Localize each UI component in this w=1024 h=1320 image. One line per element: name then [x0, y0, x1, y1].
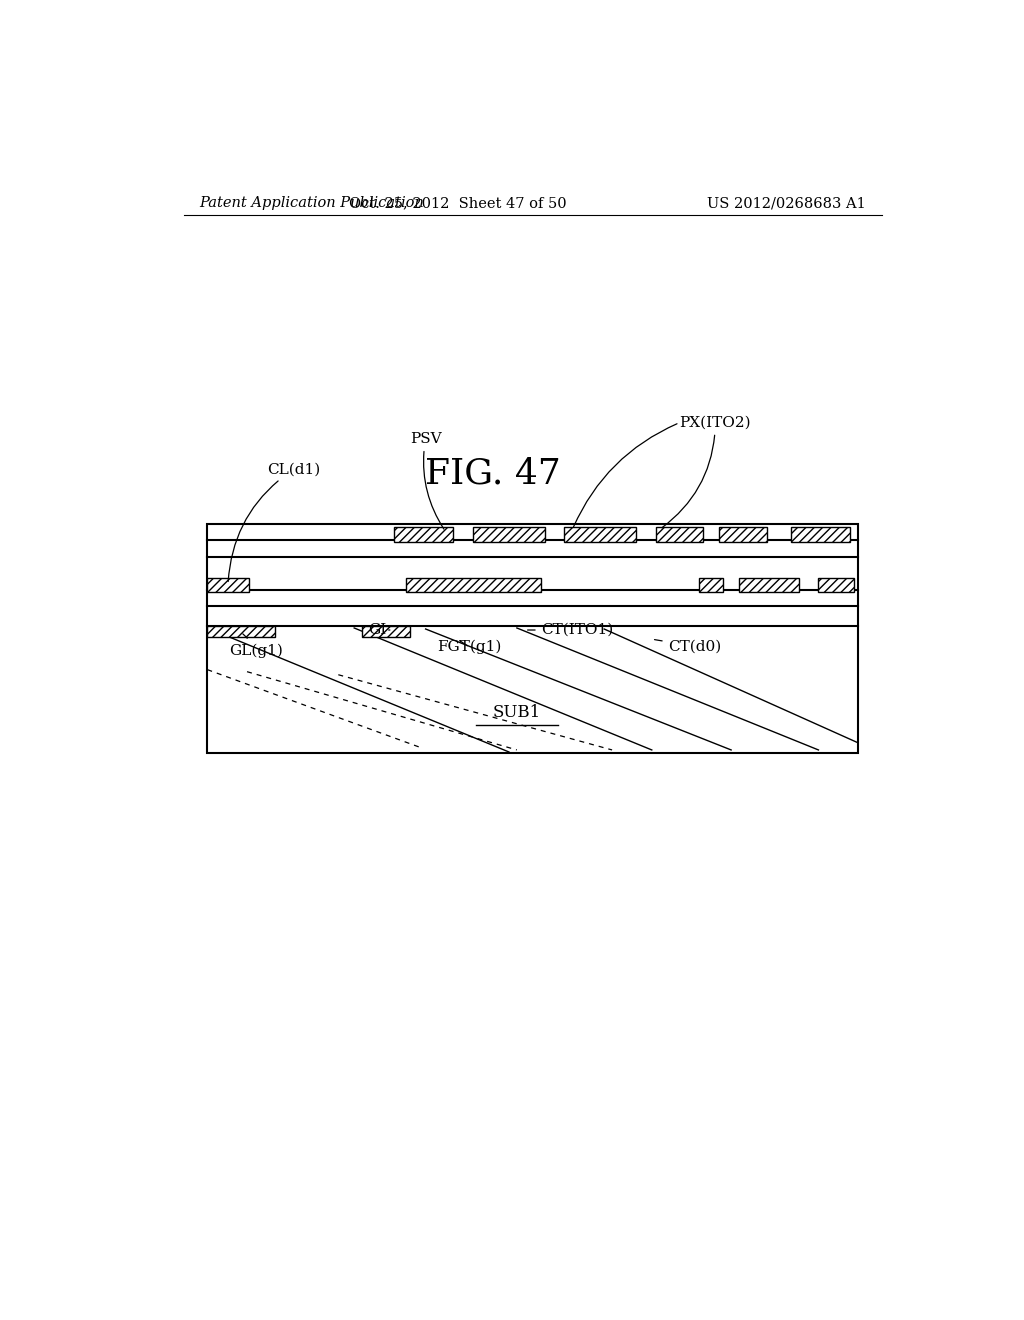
Bar — [473, 527, 545, 541]
Bar — [699, 578, 723, 591]
Text: PSV: PSV — [410, 432, 444, 529]
Text: FIG. 47: FIG. 47 — [425, 457, 561, 491]
Bar — [719, 527, 767, 541]
Text: CT(d0): CT(d0) — [654, 639, 721, 653]
Text: CL(d1): CL(d1) — [228, 462, 321, 582]
Bar — [207, 578, 249, 591]
Bar — [362, 626, 410, 638]
Bar — [564, 527, 636, 541]
Bar — [818, 578, 854, 591]
Text: Patent Application Publication: Patent Application Publication — [200, 197, 424, 210]
Bar — [791, 527, 850, 541]
Bar — [655, 527, 703, 541]
Text: GI: GI — [368, 623, 390, 638]
Bar — [207, 524, 858, 752]
Bar — [739, 578, 799, 591]
Bar — [394, 527, 454, 541]
Text: Oct. 25, 2012  Sheet 47 of 50: Oct. 25, 2012 Sheet 47 of 50 — [348, 197, 566, 210]
Text: CT(ITO1): CT(ITO1) — [527, 623, 613, 638]
Text: GL(g1): GL(g1) — [228, 634, 283, 657]
Text: SUB1: SUB1 — [493, 704, 541, 721]
Text: FGT(g1): FGT(g1) — [437, 640, 502, 655]
Text: US 2012/0268683 A1: US 2012/0268683 A1 — [708, 197, 866, 210]
Bar — [406, 578, 541, 591]
Text: PX(ITO2): PX(ITO2) — [662, 416, 752, 528]
Bar — [207, 626, 274, 638]
